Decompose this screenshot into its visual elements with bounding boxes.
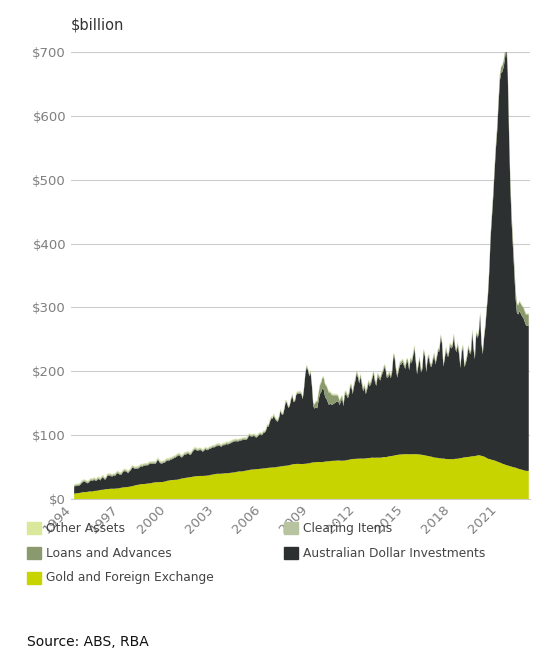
Text: Loans and Advances: Loans and Advances: [46, 546, 172, 560]
Text: Australian Dollar Investments: Australian Dollar Investments: [303, 546, 485, 560]
Text: Clearing Items: Clearing Items: [303, 522, 392, 535]
Text: $billion: $billion: [71, 18, 124, 32]
Text: Other Assets: Other Assets: [46, 522, 126, 535]
Text: Source: ABS, RBA: Source: ABS, RBA: [27, 636, 149, 649]
Text: Gold and Foreign Exchange: Gold and Foreign Exchange: [46, 571, 214, 584]
